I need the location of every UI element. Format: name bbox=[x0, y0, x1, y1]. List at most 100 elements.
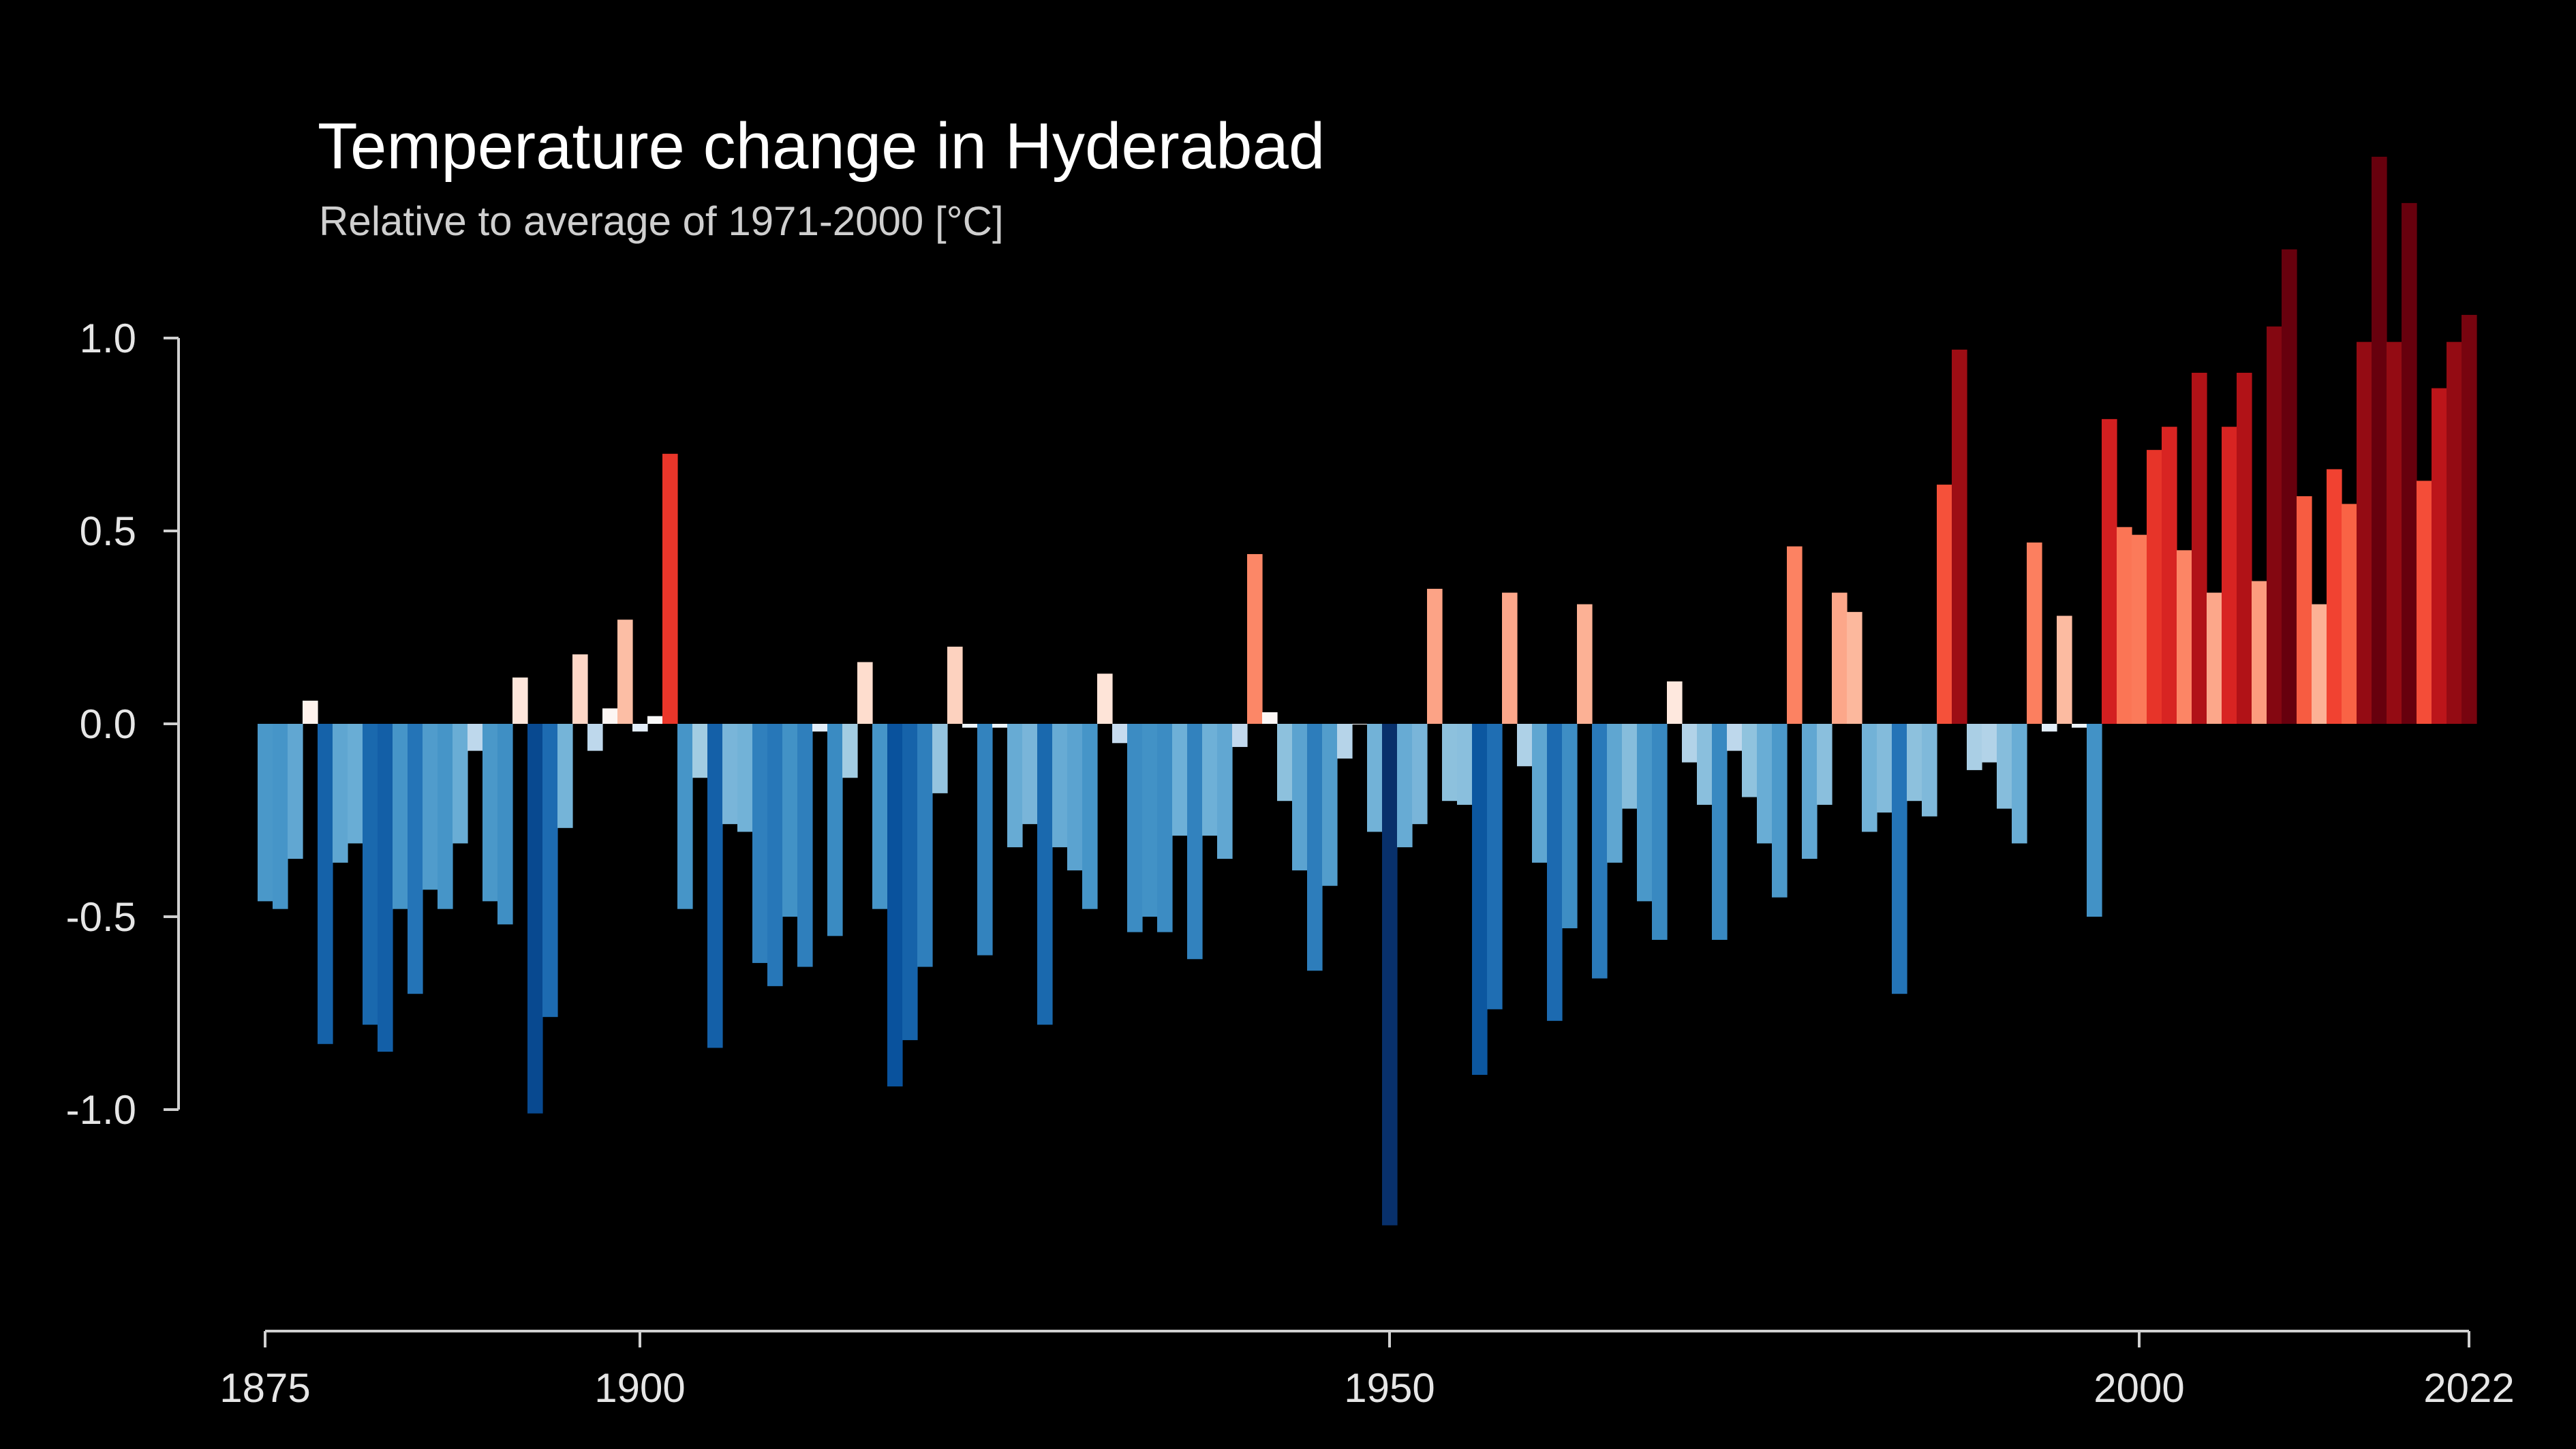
bar-1879 bbox=[318, 724, 333, 1044]
bar-1957 bbox=[1487, 724, 1503, 1009]
bar-1918 bbox=[902, 724, 918, 1041]
y-tick-label: -1.0 bbox=[66, 1087, 136, 1133]
bar-1943 bbox=[1277, 724, 1293, 802]
bar-2009 bbox=[2267, 326, 2282, 724]
bar-1931 bbox=[1097, 673, 1113, 724]
bar-1898 bbox=[602, 708, 618, 724]
bar-1905 bbox=[707, 724, 723, 1048]
bar-1933 bbox=[1127, 724, 1143, 932]
bar-1912 bbox=[812, 724, 828, 732]
bar-1919 bbox=[917, 724, 933, 967]
bar-1954 bbox=[1442, 724, 1458, 802]
bar-1961 bbox=[1547, 724, 1563, 1021]
bar-2015 bbox=[2357, 341, 2372, 724]
bar-1999 bbox=[2117, 527, 2132, 724]
bar-1962 bbox=[1562, 724, 1578, 928]
bar-1903 bbox=[677, 724, 693, 909]
x-tick-label: 1950 bbox=[1344, 1365, 1435, 1411]
bar-1940 bbox=[1232, 724, 1248, 747]
bar-1958 bbox=[1502, 592, 1518, 724]
bar-1965 bbox=[1607, 724, 1623, 863]
bar-1892 bbox=[512, 677, 528, 724]
x-tick-label: 1875 bbox=[219, 1365, 310, 1411]
bar-1911 bbox=[797, 724, 813, 967]
bar-1913 bbox=[827, 724, 843, 936]
bar-1889 bbox=[467, 724, 483, 751]
y-tick-label: -0.5 bbox=[66, 894, 136, 940]
bar-2010 bbox=[2282, 249, 2297, 724]
bar-1935 bbox=[1157, 724, 1173, 932]
bar-1982 bbox=[1862, 724, 1877, 832]
bar-1941 bbox=[1247, 553, 1263, 724]
bar-1886 bbox=[423, 724, 438, 890]
bar-1985 bbox=[1907, 724, 1922, 802]
bar-1970 bbox=[1682, 724, 1698, 763]
y-tick-label: 0.5 bbox=[80, 508, 136, 554]
bar-1968 bbox=[1652, 724, 1668, 940]
bar-1891 bbox=[497, 724, 513, 925]
bar-1996 bbox=[2072, 724, 2087, 728]
bar-1901 bbox=[647, 716, 663, 724]
bar-1989 bbox=[1967, 724, 1982, 770]
bar-1960 bbox=[1532, 724, 1548, 863]
bar-1875 bbox=[258, 724, 273, 902]
y-axis: -1.0 -0.5 0.0 0.5 1.0 bbox=[66, 316, 180, 1133]
y-tick-label: 1.0 bbox=[80, 316, 136, 361]
bar-1969 bbox=[1667, 681, 1683, 724]
bar-1986 bbox=[1922, 724, 1937, 817]
bar-1987 bbox=[1937, 485, 1952, 724]
bar-1988 bbox=[1952, 349, 1967, 724]
bar-1949 bbox=[1367, 724, 1383, 832]
bar-1906 bbox=[722, 724, 738, 825]
bar-1993 bbox=[2027, 542, 2042, 724]
bar-1967 bbox=[1637, 724, 1653, 902]
bar-1937 bbox=[1187, 724, 1203, 960]
bar-1896 bbox=[572, 654, 588, 724]
bar-1955 bbox=[1457, 724, 1473, 805]
x-tick-label: 2000 bbox=[2094, 1365, 2184, 1411]
bar-1932 bbox=[1112, 724, 1128, 744]
bar-1977 bbox=[1787, 546, 1803, 724]
bar-1910 bbox=[782, 724, 798, 917]
bar-1922 bbox=[962, 724, 978, 728]
bar-2003 bbox=[2177, 550, 2192, 724]
bar-1920 bbox=[932, 724, 948, 793]
x-tick-label: 2022 bbox=[2423, 1365, 2514, 1411]
bar-2000 bbox=[2132, 534, 2147, 724]
bar-2008 bbox=[2252, 581, 2267, 724]
bar-2006 bbox=[2222, 427, 2237, 724]
bar-2020 bbox=[2432, 388, 2447, 724]
bar-2012 bbox=[2312, 604, 2327, 724]
bar-1923 bbox=[977, 724, 993, 956]
bar-1980 bbox=[1832, 592, 1847, 724]
bar-1876 bbox=[273, 724, 288, 909]
bar-2002 bbox=[2162, 427, 2177, 724]
bar-1909 bbox=[767, 724, 783, 986]
bar-1992 bbox=[2012, 724, 2027, 844]
bar-1887 bbox=[438, 724, 453, 909]
bar-1995 bbox=[2057, 615, 2072, 724]
bar-1929 bbox=[1067, 724, 1083, 871]
bar-1895 bbox=[557, 724, 573, 828]
bar-2019 bbox=[2417, 481, 2432, 724]
bar-1921 bbox=[947, 646, 963, 724]
bar-1899 bbox=[617, 620, 633, 724]
bar-1928 bbox=[1052, 724, 1068, 848]
bar-1953 bbox=[1427, 588, 1443, 724]
bars-group bbox=[258, 156, 2477, 1225]
bar-1998 bbox=[2102, 418, 2117, 724]
bar-2005 bbox=[2207, 592, 2222, 724]
bar-1946 bbox=[1322, 724, 1338, 886]
bar-1894 bbox=[542, 724, 558, 1018]
bar-1945 bbox=[1307, 724, 1323, 971]
bar-1930 bbox=[1082, 724, 1098, 909]
bar-1966 bbox=[1622, 724, 1638, 809]
bar-1904 bbox=[692, 724, 708, 778]
bar-1926 bbox=[1022, 724, 1038, 825]
bar-1884 bbox=[393, 724, 408, 909]
bar-1951 bbox=[1397, 724, 1413, 848]
bar-1882 bbox=[363, 724, 378, 1025]
bar-1938 bbox=[1202, 724, 1218, 836]
bar-1900 bbox=[632, 724, 648, 732]
